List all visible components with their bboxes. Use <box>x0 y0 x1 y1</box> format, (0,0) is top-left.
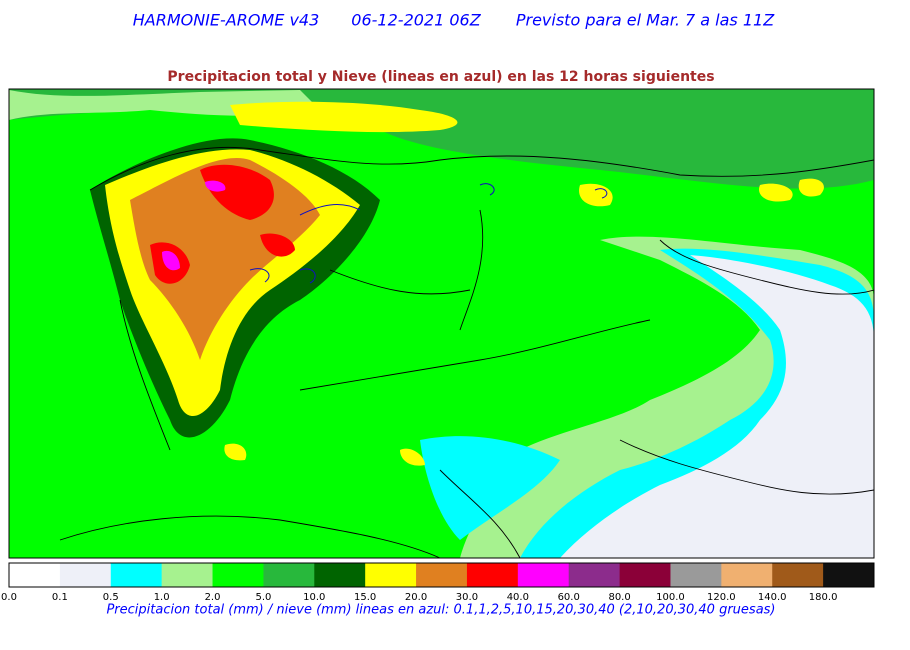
colorbar-swatch <box>568 563 621 587</box>
colorbar-label: 0.0 <box>1 592 17 603</box>
model-label: HARMONIE-AROME v43 <box>133 11 320 30</box>
north-field <box>9 89 874 189</box>
colorbar-label: 180.0 <box>809 592 838 603</box>
map-field <box>9 89 874 558</box>
yellow-band <box>230 101 458 133</box>
colorbar-frame <box>8 562 875 588</box>
colorbar-swatch <box>110 563 163 587</box>
colorbar-label: 2.0 <box>205 592 221 603</box>
colorbar-label: 15.0 <box>354 592 376 603</box>
orange-zone <box>130 158 320 360</box>
colorbar-swatch <box>416 563 468 587</box>
colorbar-label: 100.0 <box>656 592 685 603</box>
colorbar-label: 5.0 <box>255 592 271 603</box>
colorbar-swatch <box>263 563 315 587</box>
colorbar-swatch <box>721 563 773 587</box>
borders <box>59 147 874 558</box>
red-zone <box>150 164 295 284</box>
magenta-zone <box>162 180 226 271</box>
colorbar-label: 10.0 <box>303 592 325 603</box>
subtitle: Precipitacion total y Nieve (lineas en a… <box>167 69 714 85</box>
colorbar-label: 1.0 <box>154 592 170 603</box>
run-label: 06-12-2021 06Z <box>351 11 481 30</box>
colorbar-swatch <box>59 563 112 587</box>
colorbar-swatch <box>314 563 366 587</box>
colorbar-label: 60.0 <box>558 592 580 603</box>
colorbar-swatch <box>466 563 519 587</box>
colorbar-swatch <box>365 563 417 587</box>
colorbar-label: 0.5 <box>103 592 119 603</box>
colorbar-swatch <box>517 563 570 587</box>
colorbar-label: 140.0 <box>758 592 787 603</box>
colorbar-label: 30.0 <box>456 592 478 603</box>
forecast-label: Previsto para el Mar. 7 a las 11Z <box>516 11 775 30</box>
colorbar-swatch <box>9 563 61 587</box>
colorbar-label: 0.1 <box>52 592 68 603</box>
colorbar-swatch <box>161 563 214 587</box>
colorbar-swatch <box>823 563 875 587</box>
colorbar-label: 120.0 <box>707 592 736 603</box>
colorbar-label: 20.0 <box>405 592 427 603</box>
colorbar-swatch <box>670 563 722 587</box>
colorbar-label: 80.0 <box>608 592 630 603</box>
colorbar-label: 40.0 <box>507 592 529 603</box>
colorbar-swatch <box>772 563 824 587</box>
colorbar-swatch <box>619 563 671 587</box>
cyan-south <box>420 436 560 540</box>
colorbar-swatch <box>212 563 264 587</box>
caption: Precipitacion total (mm) / nieve (mm) li… <box>106 603 775 618</box>
dry-east <box>560 255 874 558</box>
colorbar: 0.0 0.1 0.5 1.0 2.0 5.0 10.0 15.0 20.0 30.0 40.0 60… <box>1 563 875 603</box>
snow-lines <box>249 183 608 284</box>
map-frame <box>8 88 875 559</box>
